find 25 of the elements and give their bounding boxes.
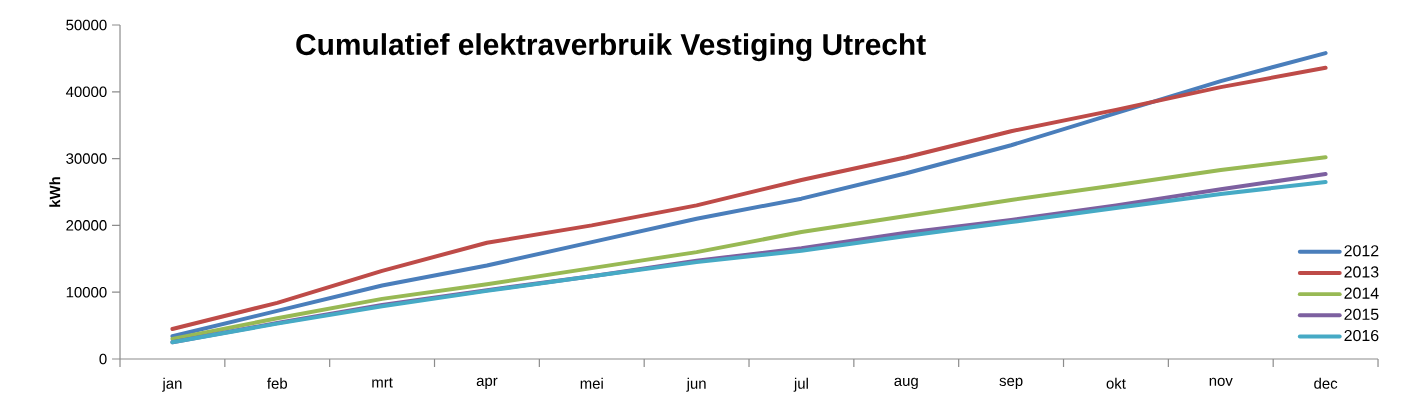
x-tick-label: feb (267, 377, 288, 389)
y-tick-label: 0 (99, 353, 107, 365)
y-tick-label: 40000 (65, 86, 107, 98)
x-tick-label: jun (686, 377, 706, 392)
y-tick-label: 30000 (66, 153, 107, 164)
x-tick-label: sep (999, 377, 1023, 389)
x-tick-label: apr (476, 377, 498, 389)
legend-label: 2016 (1344, 329, 1379, 342)
y-axis-title: kWh (49, 177, 61, 207)
x-tick-label: aug (894, 377, 918, 389)
y-tick-label: 50000 (66, 19, 107, 31)
legend-label: 2013 (1344, 266, 1379, 278)
legend-label: 2012 (1344, 245, 1379, 257)
y-tick-label: 20000 (66, 220, 107, 231)
legend-label: 2014 (1344, 287, 1379, 299)
x-tick-label: dec (1314, 377, 1338, 389)
y-tick-label: 10000 (66, 286, 107, 298)
x-tick-label: jul (793, 377, 808, 392)
x-tick-label: jan (162, 377, 182, 392)
x-tick-label: nov (1209, 377, 1233, 386)
legend-label: 2015 (1344, 308, 1379, 320)
x-tick-label: mei (580, 377, 603, 389)
chart-title: Cumulatief elektraverbruik Vestiging Utrecht (296, 33, 926, 62)
x-tick-label: mrt (372, 377, 393, 388)
x-tick-label: okt (1106, 377, 1126, 389)
